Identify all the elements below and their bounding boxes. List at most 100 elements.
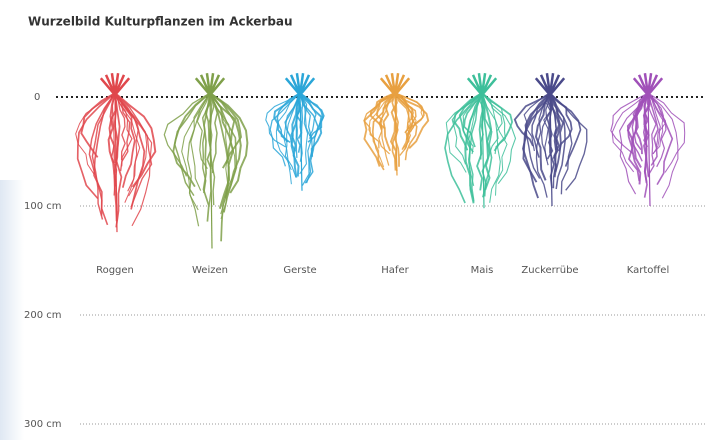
root-strand <box>209 92 218 174</box>
root-strand <box>626 92 649 168</box>
root-strand <box>275 92 301 171</box>
root-system <box>363 73 430 176</box>
root-strand <box>481 92 514 152</box>
root-strand <box>522 92 551 199</box>
category-label: Gerste <box>283 265 316 276</box>
root-strand <box>549 92 573 152</box>
root-strand <box>163 92 211 177</box>
root-strand <box>394 92 417 141</box>
shoot <box>299 77 316 96</box>
root-strand <box>647 92 662 148</box>
root-strand <box>452 92 483 151</box>
root-strand <box>445 92 483 173</box>
root-strand <box>299 92 319 184</box>
shoot <box>394 77 411 96</box>
root-strand <box>75 92 116 175</box>
category-label: Zuckerrübe <box>521 265 578 276</box>
root-strand <box>394 92 412 156</box>
y-tick-label: 0 <box>34 92 40 103</box>
root-strand <box>481 92 501 203</box>
root-strand <box>647 92 679 199</box>
root-strand <box>458 92 483 153</box>
root-strand <box>371 92 396 171</box>
root-strand <box>531 92 551 158</box>
root-strand <box>376 92 396 130</box>
root-strand <box>394 92 414 134</box>
root-strand <box>647 92 667 168</box>
root-strand <box>290 92 301 178</box>
root-strand <box>114 92 126 161</box>
root-strand <box>394 92 430 149</box>
y-tick-label: 200 cm <box>24 310 62 321</box>
root-strand <box>481 92 517 185</box>
root-strand <box>380 92 396 166</box>
shoot <box>114 77 131 96</box>
root-strand <box>114 92 141 203</box>
root-strand <box>114 92 131 172</box>
root-strand <box>209 92 242 164</box>
root-strand <box>290 92 301 177</box>
root-strand <box>481 92 507 155</box>
root-strand <box>444 92 483 204</box>
root-strand <box>481 92 485 209</box>
root-system <box>163 73 249 249</box>
root-strand <box>114 92 133 167</box>
root-strand <box>265 92 301 148</box>
root-strand <box>209 92 238 213</box>
root-system <box>444 73 517 209</box>
shoot <box>481 77 498 96</box>
root-strand <box>299 92 303 191</box>
root-strand <box>209 92 213 249</box>
root-strand <box>209 92 249 194</box>
root-strand <box>642 92 649 198</box>
root-strand <box>468 92 483 202</box>
root-strand <box>394 92 398 176</box>
root-strand <box>549 92 573 195</box>
root-strand <box>114 92 157 188</box>
root-strand <box>513 92 551 147</box>
root-strand <box>283 92 301 185</box>
root-system <box>75 73 157 233</box>
shoot <box>647 77 664 96</box>
root-strand <box>88 92 116 216</box>
root-strand <box>209 92 229 215</box>
root-strand <box>394 92 417 149</box>
root-system <box>513 73 588 207</box>
shoot <box>209 77 226 96</box>
background-fade <box>0 180 24 440</box>
root-strand <box>549 92 553 207</box>
root-strand <box>276 92 301 144</box>
root-strand <box>549 92 562 160</box>
category-label: Weizen <box>192 265 228 276</box>
root-strand <box>479 92 486 160</box>
y-tick-label: 100 cm <box>24 201 62 212</box>
root-strand <box>299 92 317 137</box>
root-strand <box>114 92 118 233</box>
root-strand <box>631 92 649 162</box>
root-strand <box>647 92 674 186</box>
chart-title: Wurzelbild Kulturpflanzen im Ackerbau <box>28 15 293 29</box>
root-strand <box>534 92 551 181</box>
root-strand <box>209 92 236 169</box>
root-strand <box>114 92 136 188</box>
root-strand <box>76 92 116 200</box>
root-strand <box>463 92 483 148</box>
root-strand <box>481 92 503 154</box>
root-system <box>610 73 686 207</box>
root-strand <box>464 92 483 204</box>
root-strand <box>186 92 211 227</box>
category-label: Hafer <box>381 265 409 276</box>
root-strand <box>632 92 649 151</box>
category-label: Mais <box>471 265 494 276</box>
root-strand <box>299 92 313 184</box>
root-strand <box>610 92 649 154</box>
y-tick-label: 300 cm <box>24 419 62 430</box>
root-strand <box>363 92 396 167</box>
root-strand <box>114 92 153 208</box>
root-strand <box>394 92 418 161</box>
root-strand <box>269 92 301 167</box>
root-strand <box>114 92 148 197</box>
root-strand <box>196 92 211 170</box>
root-strand <box>190 92 211 191</box>
